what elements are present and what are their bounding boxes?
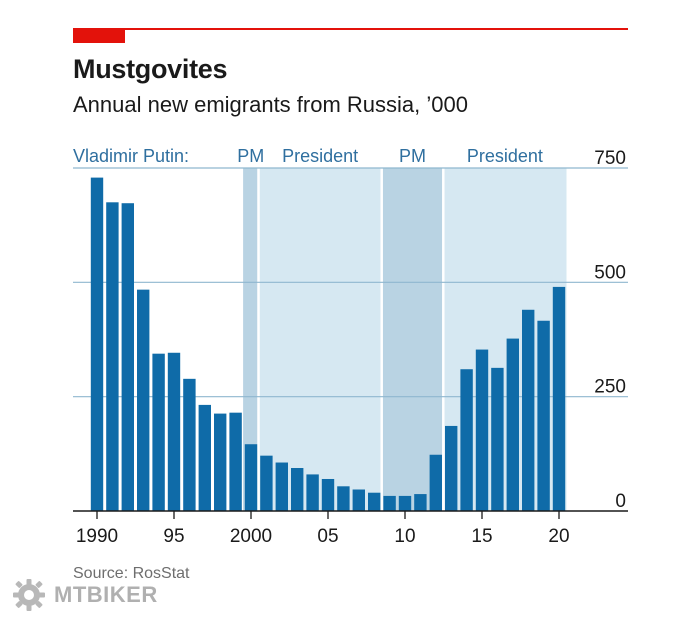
bar-2014 [460,369,473,511]
bar-1993 [137,289,150,511]
bar-2019 [537,320,550,511]
bar-1994 [152,353,165,511]
bar-2018 [522,309,535,511]
x-tick-label: 10 [394,526,415,547]
source-note: Source: RosStat [73,565,190,582]
bar-1996 [183,378,196,511]
y-tick-label: 750 [594,148,626,169]
bar-2005 [321,478,335,511]
gear-icon [13,579,45,611]
bar-2000 [244,444,258,511]
x-axis: 1990 95 2000 05 10 15 20 [73,510,628,547]
x-tick-label: 95 [163,526,184,547]
bar-2016 [491,367,504,511]
period-label-pm: PM [237,146,264,166]
period-band-pm [381,168,444,511]
period-label-president: President [467,146,543,166]
gridlines [73,167,628,398]
y-tick-label: 500 [594,262,626,283]
bar-2007 [352,489,365,511]
bar-1995 [167,352,181,511]
x-tick-label: 15 [471,526,492,547]
bar-2003 [291,468,304,511]
watermark-text: MTBIKER [54,582,158,607]
period-label-president: President [282,146,358,166]
bar-2012 [429,454,442,511]
chart-subtitle: Annual new emigrants from Russia, ’000 [73,92,468,117]
x-tick-label: 20 [548,526,569,547]
period-band-president [258,168,382,511]
bar-2009 [383,495,396,511]
period-label-pm: PM [399,146,426,166]
period-band-pm [243,168,259,511]
bar-1999 [229,412,242,511]
bar-2002 [275,462,288,511]
bar-2013 [445,425,458,511]
bar-2006 [337,486,350,511]
y-tick-label: 250 [594,377,626,398]
bar-1997 [198,404,211,511]
bar-1991 [106,202,119,512]
bar-2011 [414,494,427,511]
period-lead-label: Vladimir Putin: [73,146,189,166]
bar-2015 [475,349,489,511]
bar-1992 [121,203,134,511]
bar-2017 [506,338,519,511]
bars [90,177,566,512]
bar-1998 [214,413,227,511]
x-tick-label: 05 [317,526,338,547]
x-tick-label: 1990 [76,526,118,547]
bar-2010 [398,495,412,511]
bar-2008 [368,492,381,511]
y-tick-labels: 0 250 500 750 [594,148,626,512]
period-labels: Vladimir Putin: PM President PM President [73,146,543,166]
bar-2020 [552,286,566,511]
chart-title: Mustgovites [73,54,228,84]
top-rule [73,28,628,30]
bar-2004 [306,474,319,511]
y-tick-label: 0 [615,491,626,512]
bar-1990 [90,177,104,511]
watermark: MTBIKER [12,578,158,612]
x-tick-label: 2000 [230,526,272,547]
economist-red-tag [73,28,125,43]
bar-2001 [260,455,273,511]
